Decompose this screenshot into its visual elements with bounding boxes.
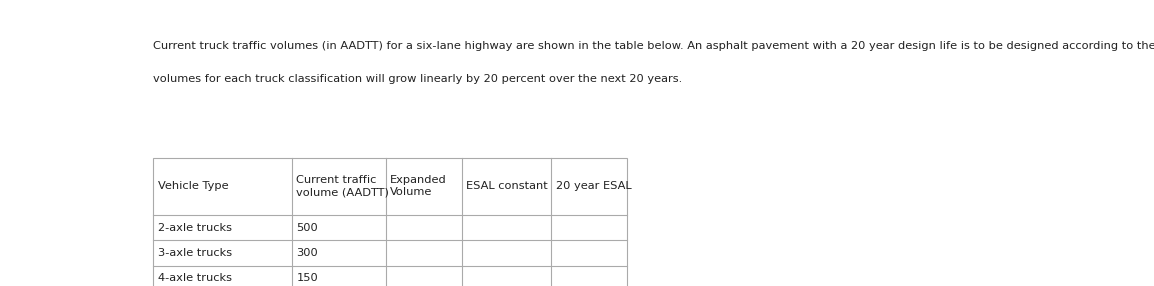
Text: 20 year ESAL: 20 year ESAL <box>556 181 631 191</box>
Text: Current traffic
volume (AADTT): Current traffic volume (AADTT) <box>297 176 389 197</box>
Text: volumes for each truck classification will grow linearly by 20 percent over the : volumes for each truck classification wi… <box>153 74 682 84</box>
Text: ESAL constant: ESAL constant <box>466 181 548 191</box>
Text: 300: 300 <box>297 248 319 258</box>
Text: 150: 150 <box>297 273 319 283</box>
Text: Expanded
Volume: Expanded Volume <box>390 176 447 197</box>
Text: Current truck traffic volumes (in AADTT) for a six-lane highway are shown in the: Current truck traffic volumes (in AADTT)… <box>153 41 1154 51</box>
Text: 2-axle trucks: 2-axle trucks <box>158 223 232 233</box>
Text: 500: 500 <box>297 223 319 233</box>
Text: 3-axle trucks: 3-axle trucks <box>158 248 232 258</box>
Text: 4-axle trucks: 4-axle trucks <box>158 273 232 283</box>
Text: Vehicle Type: Vehicle Type <box>158 181 228 191</box>
